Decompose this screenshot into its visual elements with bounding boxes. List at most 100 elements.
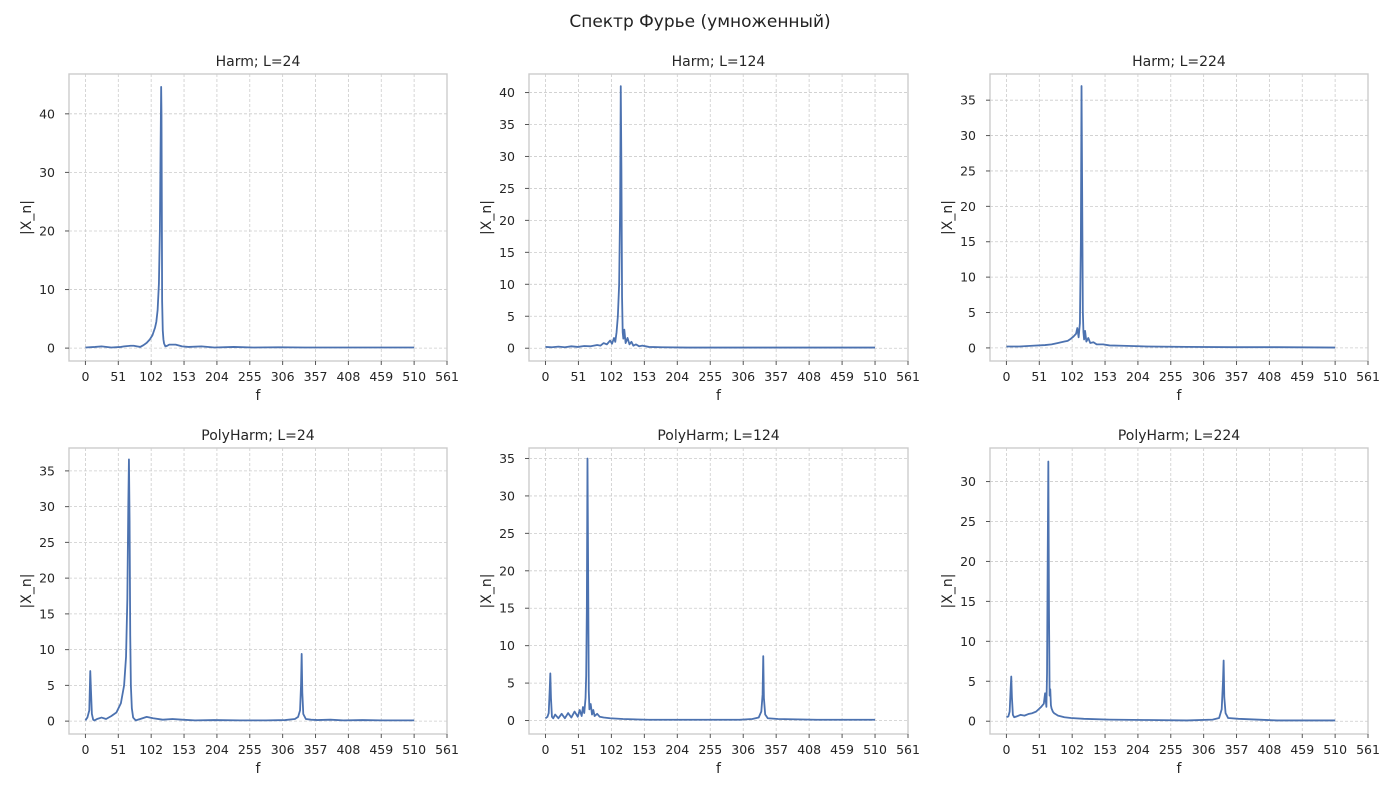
x-tick-label: 510	[402, 742, 426, 757]
plot-frame	[528, 447, 909, 735]
y-tick-label: 30	[499, 488, 515, 503]
subplot-harm-l24: 0 51 102 153 204 255 306 357 408 459 510 561 0 10 20 30…	[19, 54, 459, 404]
subplot-harm-l124: 0 51 102 153 204 255 306 357 408 459 510 5610510152…	[479, 54, 920, 404]
subplot-title: PolyHarm; L=124	[657, 428, 779, 444]
y-axis-label: |X_n|	[479, 200, 495, 235]
x-tick-label: 561	[1356, 369, 1380, 384]
y-tick-label: 15	[39, 606, 55, 621]
y-tick-label: 40	[39, 106, 55, 121]
y-tick-label: 25	[499, 181, 515, 196]
x-axis-label: f	[716, 761, 722, 777]
x-tick-label: 0	[81, 742, 89, 757]
x-tick-label: 459	[830, 742, 854, 757]
subplot-title: PolyHarm; L=224	[1118, 428, 1240, 444]
y-tick-label: 30	[39, 499, 55, 514]
x-tick-label: 357	[764, 369, 788, 384]
y-tick-label: 0	[507, 713, 515, 728]
x-tick-label: 51	[570, 369, 586, 384]
y-tick-label: 20	[960, 554, 976, 569]
x-tick-label: 255	[698, 742, 722, 757]
x-tick-label: 357	[304, 742, 328, 757]
x-tick-label: 408	[336, 742, 360, 757]
x-tick-label: 0	[1002, 742, 1010, 757]
x-tick-label: 510	[1323, 369, 1347, 384]
y-tick-label: 0	[47, 341, 55, 356]
x-axis-label: f	[716, 388, 722, 404]
y-tick-label: 40	[499, 85, 515, 100]
subplot-title: Harm; L=124	[672, 54, 766, 70]
y-tick-label: 5	[968, 674, 976, 689]
y-tick-label: 35	[499, 451, 515, 466]
y-tick-label: 30	[39, 165, 55, 180]
x-tick-label: 459	[1290, 742, 1314, 757]
x-tick-label: 51	[110, 742, 126, 757]
x-tick-label: 0	[81, 369, 89, 384]
x-tick-label: 561	[435, 742, 459, 757]
subplot-harm-l224: 0 51 102 153 204 255 306 357 408 459 510 5610510152…	[940, 54, 1380, 404]
figure-title: Спектр Фурье (умноженный)	[569, 12, 831, 32]
x-tick-label: 561	[435, 369, 459, 384]
subplot-polyharm-l24: 0 51 102 153 204 255 306 357 408 459 510 5610510152…	[19, 428, 459, 777]
y-tick-label: 25	[960, 514, 976, 529]
x-tick-label: 51	[570, 742, 586, 757]
x-tick-label: 0	[542, 369, 550, 384]
x-tick-label: 459	[369, 742, 393, 757]
series-line	[544, 457, 876, 721]
x-tick-label: 153	[1093, 369, 1117, 384]
y-tick-label: 30	[960, 474, 976, 489]
x-tick-label: 306	[271, 369, 295, 384]
x-tick-label: 510	[863, 369, 887, 384]
x-tick-label: 102	[1060, 742, 1084, 757]
x-tick-label: 306	[731, 742, 755, 757]
y-tick-label: 20	[499, 213, 515, 228]
x-tick-label: 357	[1225, 369, 1249, 384]
x-tick-label: 51	[1031, 742, 1047, 757]
y-tick-label: 25	[960, 163, 976, 178]
x-tick-label: 408	[1257, 369, 1281, 384]
x-tick-label: 459	[369, 369, 393, 384]
x-tick-label: 357	[1225, 742, 1249, 757]
series-line	[84, 458, 415, 722]
y-tick-label: 35	[960, 93, 976, 108]
x-axis-label: f	[1177, 388, 1183, 404]
y-tick-label: 5	[507, 676, 515, 691]
y-axis-label: |X_n|	[19, 200, 35, 235]
x-tick-label: 255	[238, 369, 262, 384]
x-tick-label: 408	[797, 369, 821, 384]
y-tick-label: 30	[960, 128, 976, 143]
y-tick-label: 30	[499, 149, 515, 164]
x-tick-label: 561	[896, 742, 920, 757]
x-tick-label: 510	[402, 369, 426, 384]
subplot-title: Harm; L=224	[1132, 54, 1226, 70]
subplot-title: PolyHarm; L=24	[201, 428, 315, 444]
y-axis-label: |X_n|	[940, 200, 956, 235]
y-tick-label: 5	[507, 309, 515, 324]
y-tick-label: 15	[960, 594, 976, 609]
series-line	[545, 85, 876, 349]
x-tick-label: 204	[1126, 369, 1150, 384]
y-axis-label: |X_n|	[940, 574, 956, 609]
x-tick-label: 51	[110, 369, 126, 384]
x-tick-label: 306	[1192, 369, 1216, 384]
y-tick-label: 20	[39, 223, 55, 238]
y-tick-label: 35	[39, 463, 55, 478]
plot-frame	[989, 73, 1369, 362]
y-axis-label: |X_n|	[479, 574, 495, 609]
plot-frame	[68, 73, 448, 362]
x-tick-label: 408	[336, 369, 360, 384]
y-tick-label: 10	[499, 638, 515, 653]
x-tick-label: 204	[1126, 742, 1150, 757]
subplot-polyharm-l124: 0 51 102 153 204 255 306 357 408 459 510 5610510152…	[479, 428, 920, 777]
y-tick-label: 15	[960, 234, 976, 249]
y-tick-label: 10	[499, 277, 515, 292]
y-tick-label: 35	[499, 117, 515, 132]
x-tick-label: 357	[304, 369, 328, 384]
y-tick-label: 10	[39, 642, 55, 657]
y-tick-label: 20	[39, 571, 55, 586]
x-tick-label: 408	[1257, 742, 1281, 757]
y-tick-label: 0	[507, 341, 515, 356]
x-tick-label: 153	[172, 742, 196, 757]
x-tick-label: 561	[1356, 742, 1380, 757]
